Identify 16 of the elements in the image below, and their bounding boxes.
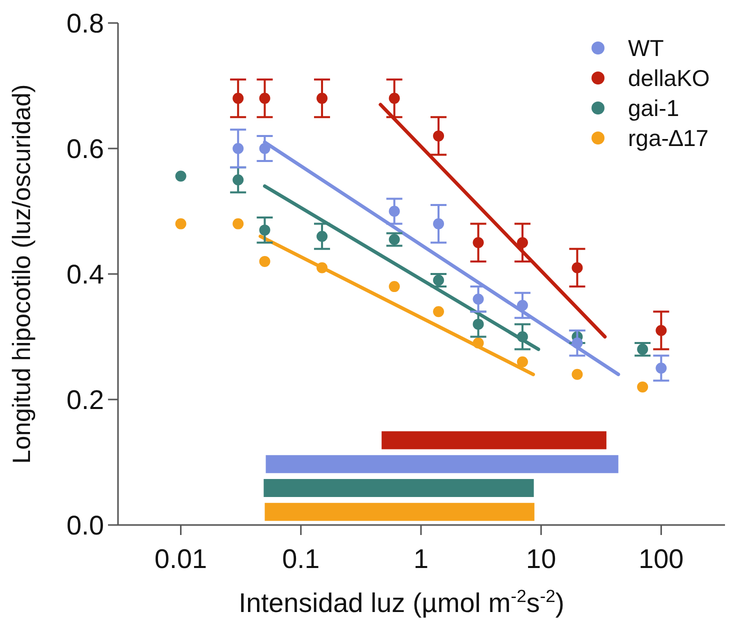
legend-label: WT [628,35,664,61]
y-tick-label: 0.4 [66,259,104,290]
x-tick-label: 0.01 [154,544,208,574]
x-tick-label: 0.1 [282,544,320,574]
y-tick-label: 0.2 [66,384,104,415]
x-tick-label: 10 [526,544,556,574]
x-tick-label: 1 [413,544,428,574]
legend-label: rga-∆17 [628,125,709,151]
y-tick-label: 0.6 [66,134,104,164]
y-tick-label: 0.0 [66,510,104,540]
legend-label: gai-1 [628,95,680,121]
x-tick-label: 100 [638,544,684,574]
x-axis-title: Intensidad luz (µmol m$^{-2}$s$^{-2}$) [238,586,564,618]
legend-label: dellaKO [628,65,710,91]
y-tick-label: 0.8 [66,8,104,38]
y-axis-title: Longitud hipocotilo (luz/oscuridad) [8,84,36,464]
